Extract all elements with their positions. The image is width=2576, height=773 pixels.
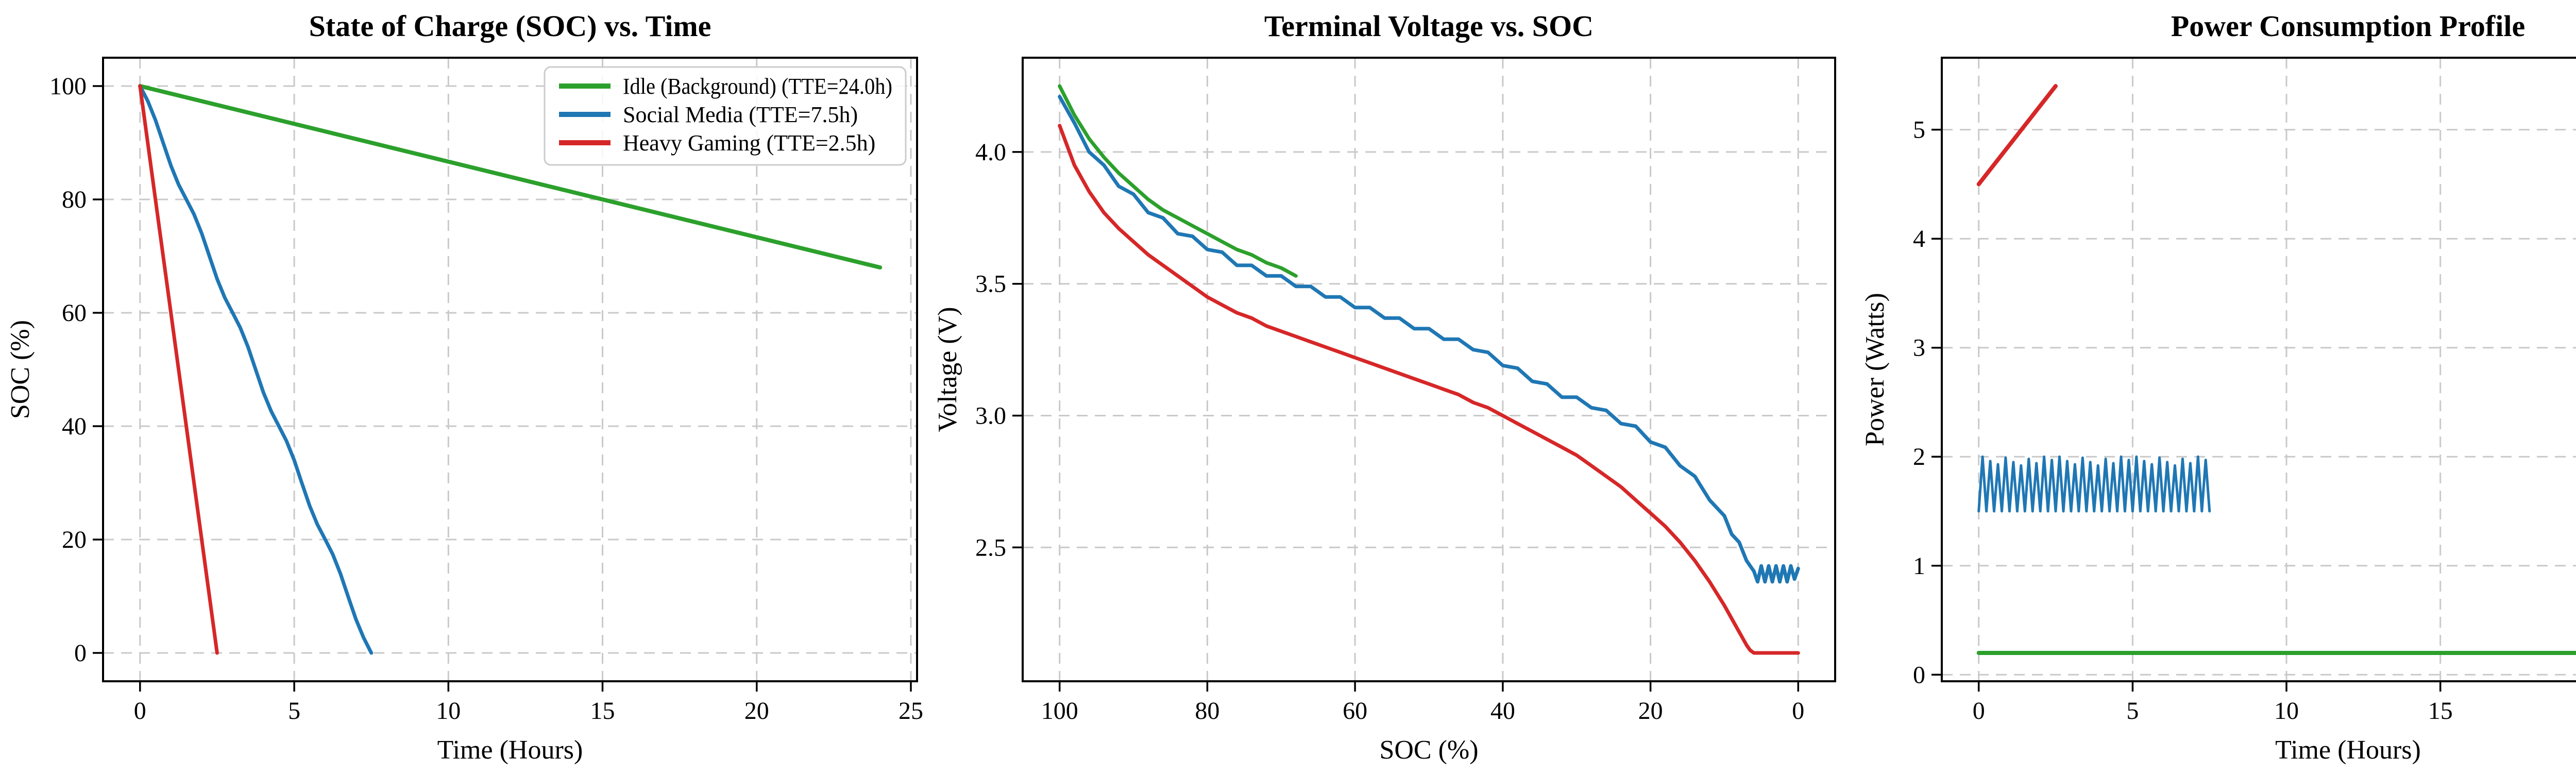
legend-label-idle: Idle (Background) (TTE=24.0h) [623,74,892,99]
chart-title: Power Consumption Profile [2171,9,2525,43]
x-tick-label: 40 [1490,697,1515,725]
y-tick-label: 3.5 [975,271,1006,298]
x-tick-label: 10 [436,697,461,725]
chart-power-consumption-profile: 0510152025012345Power Consumption Profil… [1860,9,2576,765]
y-tick-label: 0 [1913,661,1925,688]
x-tick-label: 0 [1973,697,1985,725]
legend-label-heavy-gaming: Heavy Gaming (TTE=2.5h) [623,130,875,156]
x-axis-label: SOC (%) [1379,735,1478,765]
series-line-idle-voltage [1058,84,1298,278]
y-axis-label: Power (Watts) [1860,293,1890,446]
y-tick-label: 20 [62,526,87,553]
x-tick-label: 20 [1638,697,1663,725]
y-tick-label: 2 [1913,443,1925,470]
x-tick-label: 15 [2428,697,2453,725]
y-tick-label: 2.5 [975,534,1006,561]
axes-spines [1022,57,1836,682]
y-tick-label: 4.0 [975,139,1006,166]
x-tick-label: 15 [590,697,615,725]
legend-label-social-media: Social Media (TTE=7.5h) [623,102,858,127]
y-tick-label: 0 [74,640,87,667]
x-tick-label: 0 [134,697,146,725]
y-tick-label: 4 [1913,225,1925,253]
axes-spines [102,57,918,682]
x-tick-label: 100 [1041,697,1078,725]
axes-spines [1941,57,2576,682]
series-line-social-media [138,84,374,655]
y-tick-label: 3 [1913,334,1925,362]
series-line-heavy-gaming-voltage [1058,124,1800,655]
series-line-idle [138,84,883,270]
x-tick-label: 0 [1792,697,1804,725]
y-tick-label: 80 [62,186,87,213]
x-axis-label: Time (Hours) [437,735,583,765]
series-line-heavy-gaming [138,84,219,655]
y-tick-label: 60 [62,299,87,327]
y-axis-label: SOC (%) [6,320,35,419]
legend-box [544,66,907,166]
series-line-social-media-voltage [1058,95,1800,584]
x-tick-label: 10 [2274,697,2299,725]
x-tick-label: 80 [1195,697,1219,725]
y-axis-label: Voltage (V) [933,307,962,432]
series-line-social-media-power [1977,455,2211,513]
x-tick-label: 60 [1343,697,1367,725]
x-axis-label: Time (Hours) [2275,735,2421,765]
y-tick-label: 3.0 [975,402,1006,430]
y-tick-label: 100 [49,73,87,100]
y-tick-label: 5 [1913,116,1925,144]
y-tick-label: 40 [62,413,87,440]
chart-title: Terminal Voltage vs. SOC [1264,9,1594,43]
chart-soc-vs-time: 0 5 10 15 20 25 0 20 40 60 80 100 State of Charge (S… [6,9,923,765]
y-tick-label: 1 [1913,552,1925,580]
chart-terminal-voltage-vs-soc: 100 80 60 40 20 0 2.5 3.0 3.5 4.0 Terminal Voltage… [933,9,1836,765]
series-line-heavy-gaming-power [1976,84,2058,187]
x-tick-label: 20 [744,697,769,725]
chart-title: State of Charge (SOC) vs. Time [309,9,711,43]
x-tick-label: 25 [899,697,923,725]
x-tick-label: 5 [2126,697,2139,725]
x-tick-label: 5 [288,697,300,725]
